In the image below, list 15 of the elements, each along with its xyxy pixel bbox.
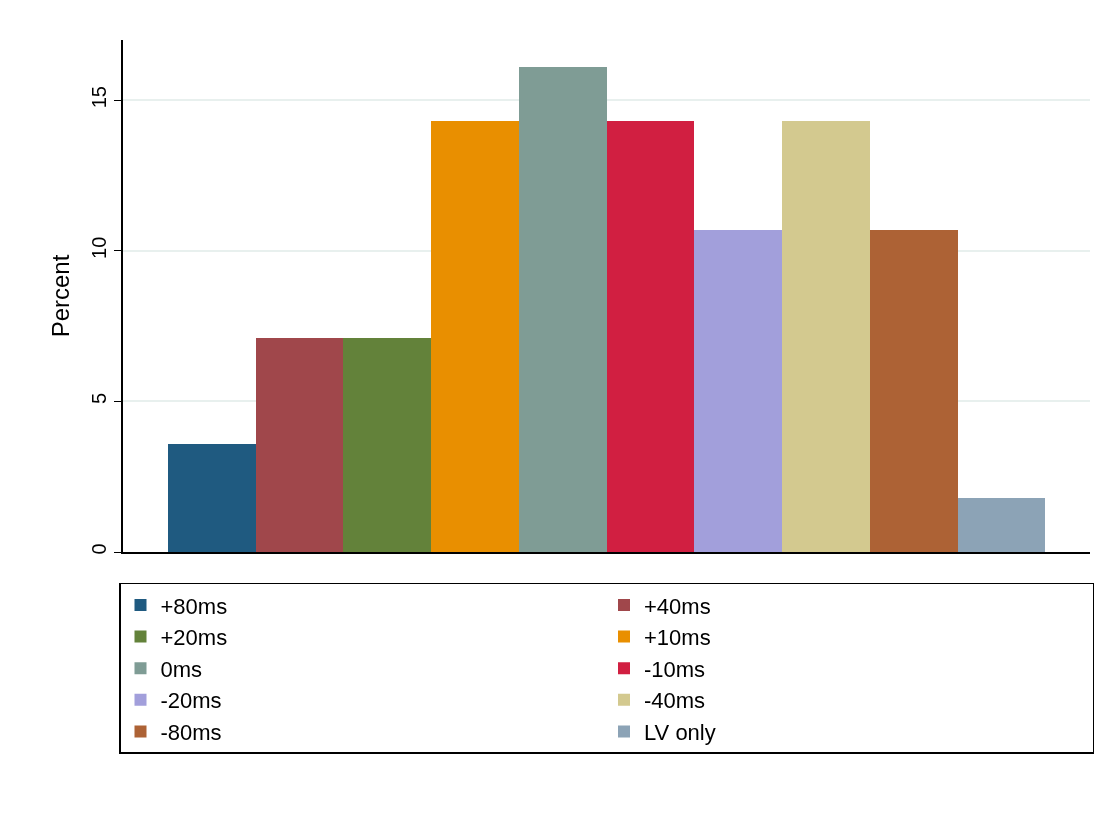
legend-label: -40ms bbox=[644, 688, 706, 714]
legend-label: +80ms bbox=[160, 593, 228, 619]
y-tick-label: 10 bbox=[88, 236, 111, 259]
legend-label: -10ms bbox=[644, 656, 706, 682]
legend-label: LV only bbox=[644, 720, 716, 745]
y-axis-title: Percent bbox=[46, 254, 74, 338]
legend-label: -80ms bbox=[160, 720, 222, 745]
y-tick-label: 5 bbox=[88, 392, 111, 404]
legend-label: 0ms bbox=[160, 656, 203, 682]
legend-label: +20ms bbox=[160, 625, 228, 651]
y-tick-label: 15 bbox=[88, 86, 111, 109]
legend-label: +10ms bbox=[644, 625, 711, 651]
legend-label: -20ms bbox=[160, 688, 222, 714]
legend-label: +40ms bbox=[644, 593, 711, 619]
y-tick-label: 0 bbox=[88, 543, 111, 555]
